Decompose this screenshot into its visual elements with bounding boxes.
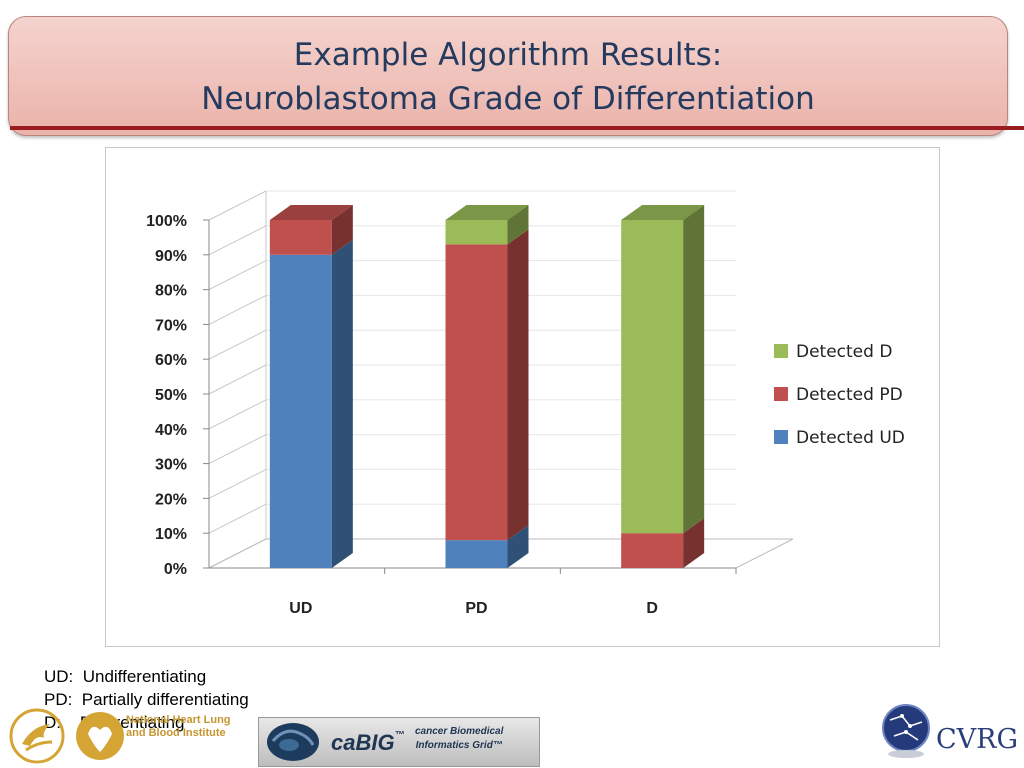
title-banner: Example Algorithm Results: Neuroblastoma…: [8, 16, 1008, 136]
title-divider: [10, 126, 1024, 130]
bar-segment: [445, 540, 508, 568]
hhs-logo: [9, 708, 65, 764]
bar-segment: [445, 244, 508, 541]
bar-top-face: [269, 205, 353, 220]
x-tick-label: UD: [289, 600, 312, 617]
footnote-pd: PD: Partially differentiating: [44, 690, 249, 709]
cvrg-name: CVRG: [936, 724, 1019, 755]
bar-segment-side: [331, 239, 353, 569]
y-tick-label: 30%: [155, 457, 187, 474]
side-gridline: [208, 260, 267, 291]
bar-segment-side: [507, 205, 529, 245]
y-tick-label: 0%: [164, 561, 187, 578]
y-tick-label: 70%: [155, 317, 187, 334]
bar-segment-side: [507, 229, 529, 541]
nhlbi-logo: [76, 712, 124, 760]
x-tick-label: D: [646, 600, 658, 617]
cvrg-globe-icon: [882, 704, 930, 758]
slide-title-line-1: Example Algorithm Results:: [293, 37, 723, 73]
legend-swatch: [774, 430, 788, 444]
legend-swatch: [774, 344, 788, 358]
y-tick-label: 100%: [146, 213, 187, 230]
side-gridline: [208, 468, 267, 499]
legend-label: Detected PD: [796, 385, 903, 405]
cabig-logo: caBIG™ cancer Biomedical Informatics Gri…: [258, 717, 540, 767]
bar-top-face: [621, 205, 705, 220]
bar-segment: [621, 533, 684, 568]
side-gridline: [208, 503, 267, 534]
y-tick-label: 20%: [155, 491, 187, 508]
bar-segment: [269, 254, 332, 569]
side-gridline: [208, 225, 267, 256]
chart-frame: 0% 10% 20% 30% 40% 50% 60% 70% 80% 90% 100% UD PD D De…: [105, 147, 940, 647]
slide-title-line-2: Neuroblastoma Grade of Differentiation: [201, 81, 815, 117]
side-gridline: [208, 364, 267, 395]
stacked-bar-chart: 0% 10% 20% 30% 40% 50% 60% 70% 80% 90% 100% UD PD D De…: [146, 190, 905, 617]
side-gridline: [208, 294, 267, 325]
y-tick-label: 10%: [155, 526, 187, 543]
nhlbi-name: National Heart Lung and Blood Institute: [126, 714, 231, 739]
cabig-name: caBIG™: [331, 730, 405, 755]
globe-icon: [267, 723, 319, 761]
legend-label: Detected D: [796, 342, 892, 362]
bar-segment-side: [683, 518, 705, 568]
legend-swatch: [774, 387, 788, 401]
bar-segment: [269, 220, 332, 255]
y-tick-label: 80%: [155, 283, 187, 300]
side-gridline: [208, 190, 267, 221]
cabig-subtitle: cancer Biomedical Informatics Grid™: [415, 726, 504, 751]
side-gridline: [208, 434, 267, 465]
y-tick-label: 50%: [155, 387, 187, 404]
bar-segment-side: [683, 205, 705, 534]
x-tick-label: PD: [465, 600, 487, 617]
y-tick-label: 40%: [155, 422, 187, 439]
footnote-ud: UD: Undifferentiating: [44, 667, 207, 686]
y-tick-label: 90%: [155, 248, 187, 265]
bar-segment-side: [507, 525, 529, 568]
bar-top-face: [445, 205, 529, 220]
y-tick-label: 60%: [155, 352, 187, 369]
side-gridline: [208, 329, 267, 360]
bar-segment-side: [331, 205, 353, 255]
legend-label: Detected UD: [796, 428, 905, 448]
bar-segment: [445, 220, 508, 245]
side-gridline: [208, 399, 267, 430]
bar-segment: [621, 220, 684, 534]
